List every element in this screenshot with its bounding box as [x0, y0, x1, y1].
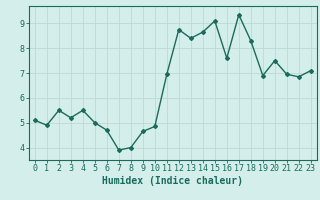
X-axis label: Humidex (Indice chaleur): Humidex (Indice chaleur) — [102, 176, 243, 186]
